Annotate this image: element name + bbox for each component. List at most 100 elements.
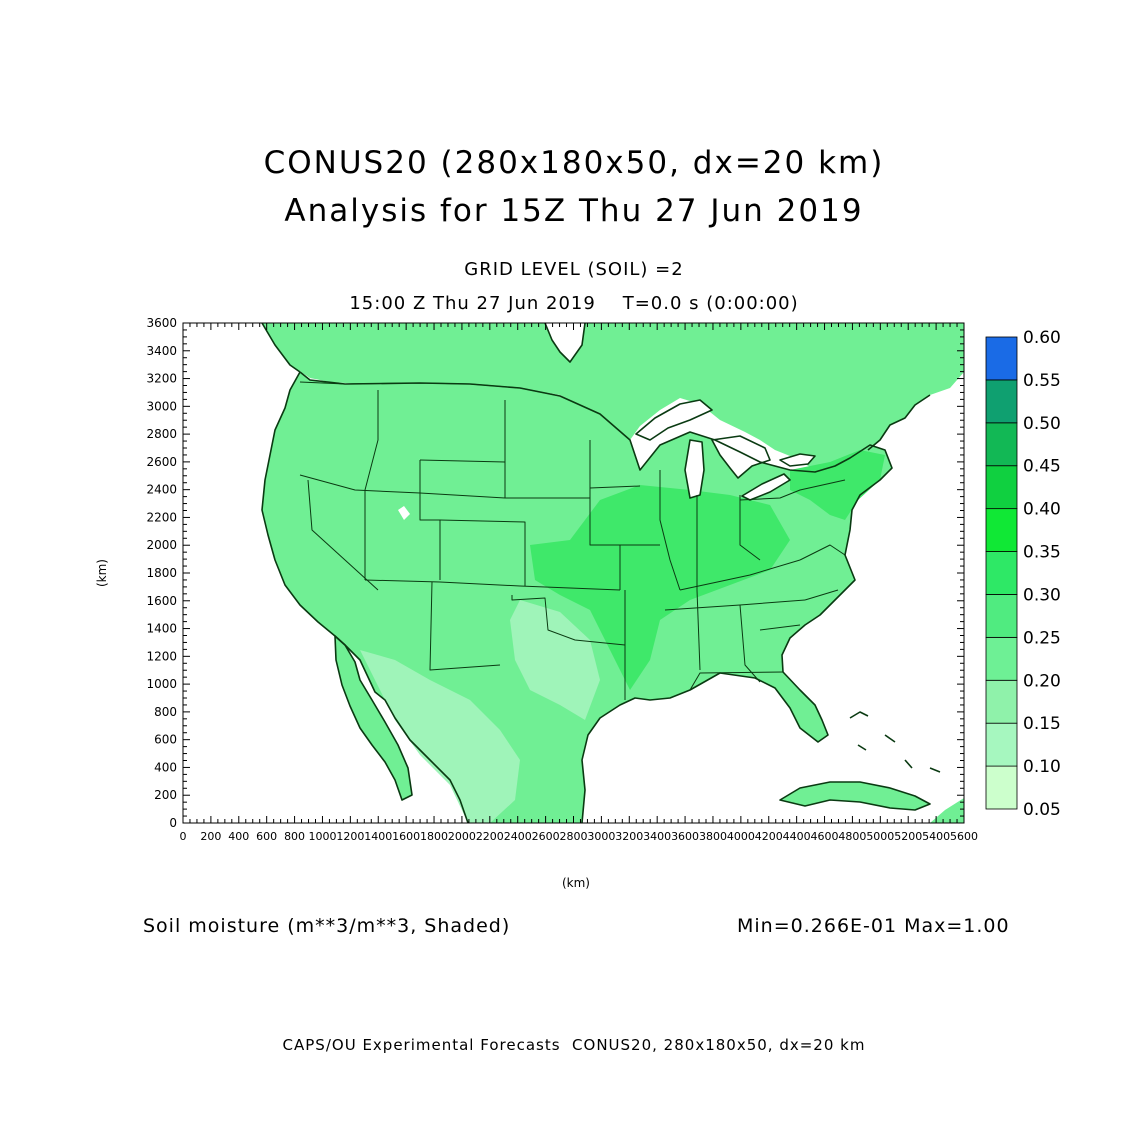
x-tick-label: 4400 [783, 830, 811, 843]
y-tick-label: 800 [154, 705, 177, 719]
y-tick-label: 3400 [146, 344, 177, 358]
colorbar-label: 0.60 [1023, 328, 1061, 348]
x-tick-label: 3600 [671, 830, 699, 843]
colorbar-swatch [985, 508, 1018, 552]
y-tick-label: 1600 [146, 594, 177, 608]
y-tick-label: 2200 [146, 510, 177, 524]
x-tick-label: 200 [200, 830, 221, 843]
wet-region-northeast [790, 450, 885, 520]
colorbar-swatch [985, 422, 1018, 467]
colorbar-swatch [985, 551, 1018, 595]
y-tick-label: 1000 [146, 677, 177, 691]
colorbar-swatch [985, 465, 1018, 510]
x-tick-label: 5400 [922, 830, 950, 843]
x-tick-label: 400 [228, 830, 249, 843]
y-tick-label: 3000 [146, 399, 177, 413]
x-tick-label: 1000 [308, 830, 336, 843]
colorbar-label: 0.15 [1023, 714, 1061, 734]
chart-title: CONUS20 (280x180x50, dx=20 km) [263, 145, 885, 181]
x-tick-label: 4600 [811, 830, 839, 843]
lake-erie [742, 474, 790, 500]
colorbar-label: 0.40 [1023, 500, 1061, 520]
x-tick-label: 3400 [643, 830, 671, 843]
y-tick-label: 2800 [146, 427, 177, 441]
hudson-bay [545, 323, 585, 362]
x-tick-label: 1200 [336, 830, 364, 843]
y-tick-label: 2000 [146, 538, 177, 552]
y-tick-label: 200 [154, 788, 177, 802]
valid-time-label: 15:00 Z Thu 27 Jun 2019 T=0.0 s (0:00:00… [349, 293, 799, 314]
colorbar-label: 0.20 [1023, 671, 1061, 691]
chart-subtitle: Analysis for 15Z Thu 27 Jun 2019 [284, 193, 864, 229]
x-tick-label: 4200 [755, 830, 783, 843]
field-label: Soil moisture (m**3/m**3, Shaded) [143, 915, 511, 937]
colorbar-swatch [985, 379, 1018, 424]
y-tick-label: 2600 [146, 455, 177, 469]
min-max-label: Min=0.266E-01 Max=1.00 [737, 915, 1010, 937]
baja-california [335, 636, 412, 800]
colorbar-swatch [985, 679, 1018, 724]
x-tick-label: 2200 [476, 830, 504, 843]
x-tick-label: 5000 [866, 830, 894, 843]
x-tick-label: 1600 [392, 830, 420, 843]
colorbar-label: 0.30 [1023, 585, 1061, 605]
dry-region-texas [510, 600, 600, 720]
canada-landmass [262, 323, 964, 470]
x-tick-label: 4000 [727, 830, 755, 843]
x-tick-label: 2800 [560, 830, 588, 843]
colorbar-swatch [985, 594, 1018, 638]
footer-caption: CAPS/OU Experimental Forecasts CONUS20, … [282, 1036, 866, 1054]
x-tick-label: 4800 [838, 830, 866, 843]
x-tick-label: 1800 [420, 830, 448, 843]
x-tick-label: 600 [256, 830, 277, 843]
y-tick-label: 1800 [146, 566, 177, 580]
coastlines [261, 323, 941, 823]
dry-region-southwest [360, 650, 520, 823]
colorbar-label: 0.55 [1023, 371, 1061, 391]
x-tick-label: 5600 [950, 830, 978, 843]
lake-michigan [685, 440, 704, 498]
x-axis-label: (km) [562, 876, 590, 890]
colorbar-label: 0.35 [1023, 543, 1061, 563]
lake-superior [636, 400, 712, 440]
x-tick-label: 2000 [448, 830, 476, 843]
axis-ticks [182, 322, 965, 824]
y-tick-labels: 0 200 400 600 800 1000 1200 1400 1600 1800 2000 220… [146, 316, 177, 830]
colorbar-label: 0.10 [1023, 757, 1061, 777]
y-tick-label: 3200 [146, 372, 177, 386]
x-tick-label: 1400 [364, 830, 392, 843]
x-tick-label: 2600 [532, 830, 560, 843]
x-tick-labels: 0 200 400 600 800 1000 1200 1400 1600 1800 2000 220… [180, 830, 979, 843]
x-tick-label: 3800 [699, 830, 727, 843]
y-tick-label: 400 [154, 760, 177, 774]
great-salt-lake [398, 506, 410, 520]
colorbar: 0.05 0.10 0.15 0.20 0.25 0.30 0.35 0.40 0.45 0.50… [985, 328, 1061, 820]
x-tick-label: 2400 [504, 830, 532, 843]
y-axis-label: (km) [95, 559, 109, 587]
y-tick-label: 600 [154, 733, 177, 747]
colorbar-swatch [985, 765, 1018, 810]
y-tick-label: 1200 [146, 649, 177, 663]
y-tick-label: 3600 [146, 316, 177, 330]
colorbar-swatch [985, 722, 1018, 767]
lake-ontario [780, 454, 815, 466]
y-tick-label: 0 [169, 816, 177, 830]
map-layer [261, 323, 964, 823]
y-tick-label: 1400 [146, 622, 177, 636]
lake-huron [712, 436, 770, 478]
colorbar-swatch [985, 336, 1018, 381]
x-tick-label: 5200 [894, 830, 922, 843]
colorbar-swatch [985, 636, 1018, 681]
x-tick-label: 800 [284, 830, 305, 843]
x-tick-label: 0 [180, 830, 187, 843]
grid-level-label: GRID LEVEL (SOIL) =2 [464, 259, 684, 280]
x-tick-label: 3200 [615, 830, 643, 843]
yucatan [930, 798, 964, 823]
colorbar-label: 0.05 [1023, 800, 1061, 820]
colorbar-label: 0.45 [1023, 457, 1061, 477]
colorbar-label: 0.25 [1023, 628, 1061, 648]
colorbar-label: 0.50 [1023, 414, 1061, 434]
y-tick-label: 2400 [146, 483, 177, 497]
wet-region-midwest [530, 485, 790, 690]
